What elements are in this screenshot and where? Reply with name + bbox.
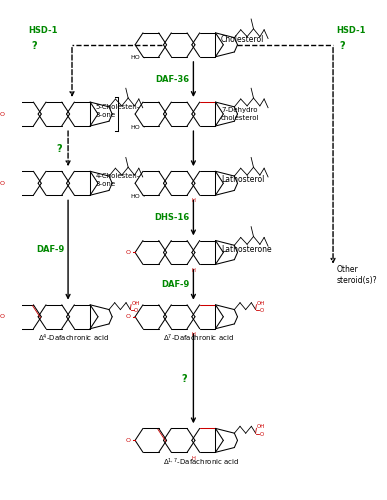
Text: ?: ? xyxy=(31,42,37,51)
Text: $\Delta^7$-Dafachronic acid: $\Delta^7$-Dafachronic acid xyxy=(163,333,235,344)
Text: Other
steroid(s)?: Other steroid(s)? xyxy=(337,264,377,285)
Text: O: O xyxy=(125,250,130,255)
Text: Lathosterone: Lathosterone xyxy=(221,244,272,254)
Text: O: O xyxy=(0,112,5,116)
Text: ?: ? xyxy=(56,144,62,154)
Text: DAF-9: DAF-9 xyxy=(161,280,190,289)
Text: Cholesterol: Cholesterol xyxy=(221,35,264,44)
Text: $\Delta^4$-Dafachronic acid: $\Delta^4$-Dafachronic acid xyxy=(38,333,109,344)
Text: 5-Cholesten-
3-one: 5-Cholesten- 3-one xyxy=(96,104,140,118)
Text: 7-Dehydro
cholesterol: 7-Dehydro cholesterol xyxy=(221,108,259,121)
Text: O: O xyxy=(260,432,264,437)
Text: O: O xyxy=(260,308,264,313)
Text: HO: HO xyxy=(131,56,140,60)
Text: ?: ? xyxy=(339,42,345,51)
Text: HSD-1: HSD-1 xyxy=(337,26,366,35)
Text: ?: ? xyxy=(182,374,187,384)
Text: OH: OH xyxy=(257,300,265,306)
Text: $\Delta^{1,7}$-Dafachronic acid: $\Delta^{1,7}$-Dafachronic acid xyxy=(163,456,240,468)
Text: OH: OH xyxy=(257,424,265,429)
Text: DAF-9: DAF-9 xyxy=(36,246,65,254)
Text: O: O xyxy=(125,438,130,443)
Text: HSD-1: HSD-1 xyxy=(29,26,58,35)
Text: O: O xyxy=(0,180,5,186)
Text: O: O xyxy=(0,314,5,320)
Text: H: H xyxy=(192,456,195,460)
Text: H: H xyxy=(192,332,195,337)
Text: HO: HO xyxy=(131,124,140,130)
Text: OH: OH xyxy=(132,300,140,306)
Text: Lathosterol: Lathosterol xyxy=(221,176,264,184)
Text: DAF-36: DAF-36 xyxy=(156,75,190,84)
Text: HO: HO xyxy=(131,194,140,199)
Text: H: H xyxy=(192,268,195,272)
Text: H: H xyxy=(192,198,195,203)
Text: 4-Cholesten-
3-one: 4-Cholesten- 3-one xyxy=(96,173,140,186)
Text: O: O xyxy=(134,308,139,313)
Text: O: O xyxy=(125,314,130,320)
Text: DHS-16: DHS-16 xyxy=(154,214,190,222)
